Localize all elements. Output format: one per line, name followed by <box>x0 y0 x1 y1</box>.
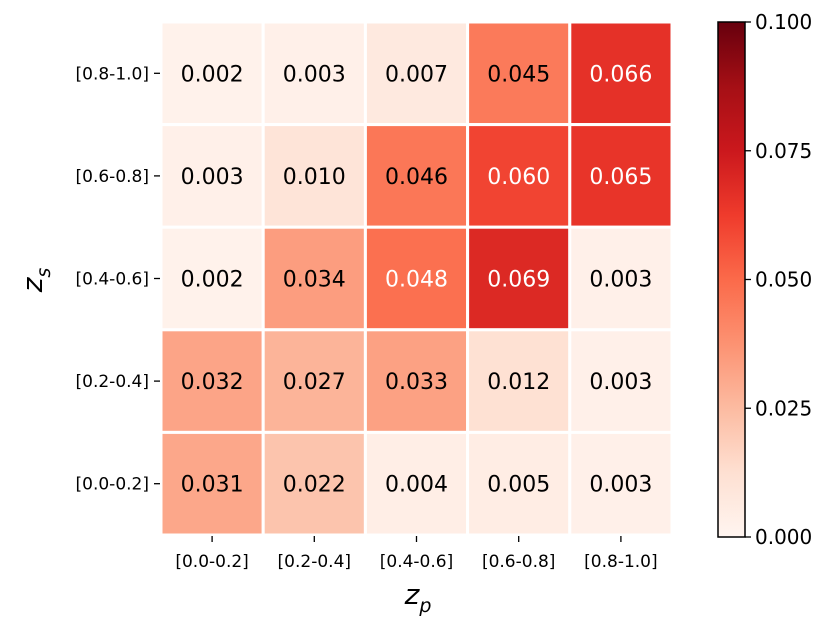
colorbar: 0.000 0.025 0.050 0.075 0.100 <box>717 10 812 549</box>
cell-value-label: 0.069 <box>487 268 550 293</box>
colorbar-tick-label: 0.050 <box>755 268 812 292</box>
cell-value-label: 0.010 <box>283 165 346 190</box>
colorbar-ticks: 0.000 0.025 0.050 0.075 0.100 <box>745 10 812 549</box>
cell-value-label: 0.060 <box>487 165 550 190</box>
x-tick-label: [0.6-0.8] <box>482 552 555 572</box>
colorbar-tick-label: 0.025 <box>755 396 812 420</box>
x-tick-label: [0.0-0.2] <box>175 552 248 572</box>
cell-value-label: 0.002 <box>181 268 244 293</box>
y-tick-labels: [0.8-1.0] [0.6-0.8] [0.4-0.6] [0.2-0.4] [0.0… <box>76 64 160 495</box>
heatmap-cell <box>568 328 674 434</box>
y-tick-label: [0.6-0.8] <box>76 167 149 187</box>
cell-value-label: 0.045 <box>487 62 550 87</box>
y-tick-label: [0.0-0.2] <box>76 475 149 495</box>
colorbar-tick-label: 0.075 <box>755 139 812 163</box>
cell-value-label: 0.034 <box>283 268 346 293</box>
y-tick-label: [0.8-1.0] <box>76 64 149 84</box>
cell-value-label: 0.066 <box>589 62 652 87</box>
cell-value-label: 0.003 <box>589 268 652 293</box>
cell-value-label: 0.048 <box>385 268 448 293</box>
cell-value-label: 0.046 <box>385 165 448 190</box>
cell-value-label: 0.031 <box>181 473 244 498</box>
heatmap-cell <box>568 430 674 537</box>
heatmap-cell <box>261 328 367 434</box>
cell-value-label: 0.003 <box>589 473 652 498</box>
heatmap-cell <box>159 328 265 434</box>
cell-value-label: 0.033 <box>385 370 448 395</box>
x-axis-label: zp <box>404 578 432 617</box>
cell-value-label: 0.012 <box>487 370 550 395</box>
x-tick-label: [0.4-0.6] <box>380 552 453 572</box>
colorbar-gradient <box>717 21 746 538</box>
cell-value-label: 0.003 <box>181 165 244 190</box>
x-tick-label: [0.8-1.0] <box>584 552 657 572</box>
y-tick-label: [0.4-0.6] <box>76 270 149 290</box>
cell-value-label: 0.065 <box>589 165 652 190</box>
heatmap-cell <box>261 430 367 537</box>
heatmap-cell <box>363 328 470 434</box>
heatmap-cell <box>261 20 367 127</box>
heatmap-cell <box>363 430 470 537</box>
heatmap-cell <box>159 20 265 127</box>
cell-value-label: 0.032 <box>181 370 244 395</box>
heatmap-cell <box>466 225 572 332</box>
cell-value-label: 0.003 <box>589 370 652 395</box>
heatmap-cell <box>363 123 470 229</box>
cell-value-label: 0.007 <box>385 62 448 87</box>
heatmap-cell <box>159 430 265 537</box>
x-tick-labels: [0.0-0.2] [0.2-0.4] [0.4-0.6] [0.6-0.8] [0.8… <box>175 536 658 572</box>
cell-value-label: 0.022 <box>283 473 346 498</box>
y-axis-label: zs <box>16 268 55 294</box>
x-tick-label: [0.2-0.4] <box>278 552 351 572</box>
heatmap-cell <box>159 123 265 229</box>
colorbar-tick-label: 0.100 <box>755 10 812 34</box>
heatmap-cell <box>261 225 367 332</box>
cell-value-label: 0.004 <box>385 473 448 498</box>
cell-value-label: 0.002 <box>181 62 244 87</box>
heatmap-cell <box>466 328 572 434</box>
colorbar-tick-label: 0.000 <box>755 525 812 549</box>
heatmap-cell <box>568 123 674 229</box>
heatmap-cells: 0.002 0.003 0.007 0.045 0.066 0.003 0.010 0.046… <box>159 20 674 537</box>
y-tick-label: [0.2-0.4] <box>76 372 149 392</box>
cell-value-label: 0.027 <box>283 370 346 395</box>
cell-value-label: 0.003 <box>283 62 346 87</box>
cell-value-label: 0.005 <box>487 473 550 498</box>
